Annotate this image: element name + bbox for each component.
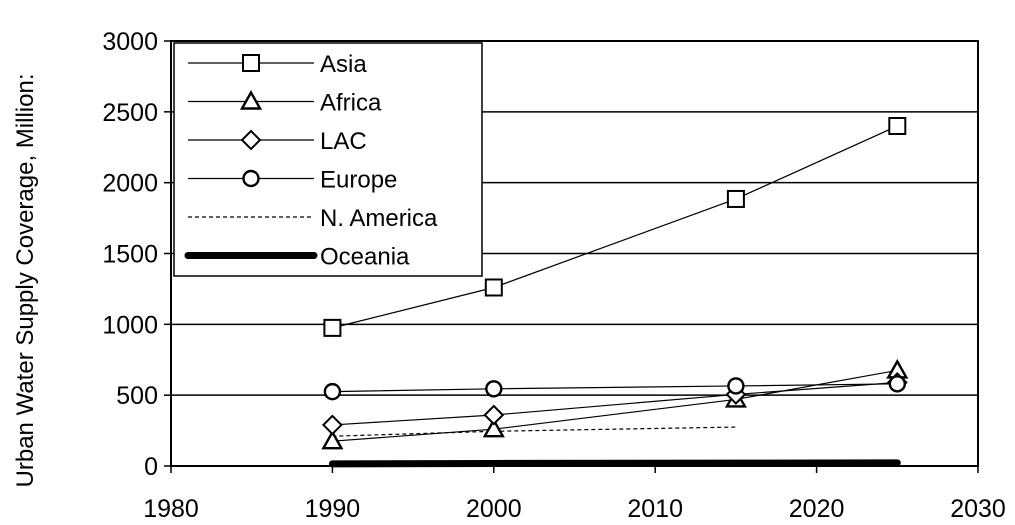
data-point-europe [485,380,503,398]
y-tick-label: 2000 [102,170,158,198]
series-layer [321,117,909,468]
series-lac [321,372,908,436]
legend-item-europe: Europe [188,167,397,194]
data-point-africa [321,429,344,450]
legend-label: Europe [320,167,397,194]
x-tick-label: 2020 [789,495,845,523]
y-tick-label: 1500 [102,241,158,269]
y-tick-label: 2500 [102,99,158,127]
legend-item-n-america: N. America [188,205,438,232]
data-point-europe [888,375,906,393]
data-point-lac [483,404,505,426]
legend-marker-asia [242,54,260,72]
x-tick-label: 1980 [143,495,199,523]
y-tick-label: 1000 [102,311,158,339]
y-tick-labels: 0 500 1000 1500 2000 2500 3000 [102,28,158,481]
legend-label: Africa [320,90,382,117]
legend-marker-europe [242,169,260,188]
legend-label: Oceania [320,244,410,271]
legend-item-oceania: Oceania [184,244,410,271]
legend-item-africa: Africa [188,90,382,117]
x-tick-label: 2030 [950,495,1006,523]
series-oceania [328,459,901,468]
data-point-lac [321,414,343,436]
y-tick-label: 500 [116,382,158,410]
legend-item-asia: Asia [188,51,367,78]
legend-box [173,42,483,277]
series-asia [323,117,907,337]
legend-item-lac: LAC [188,128,367,155]
legend-marker-africa [239,90,263,110]
data-point-asia [726,189,745,208]
series-europe [323,375,906,401]
legend-label: LAC [320,128,367,155]
x-tick-labels: 1980 1990 2000 2010 2020 2030 [143,495,1006,523]
data-point-asia [484,278,503,297]
series-line-oceania [328,459,901,468]
x-tick-label: 2010 [627,495,683,523]
data-point-africa [482,417,505,438]
legend-label: N. America [320,205,438,232]
series-line-asia [332,125,898,329]
data-point-europe [727,377,745,395]
y-axis-title: Urban Water Supply Coverage, Million: [12,74,39,488]
x-tick-label: 1990 [305,495,361,523]
y-tick-label: 0 [144,453,158,481]
data-point-europe [323,382,342,401]
axis-ticks [164,40,979,473]
y-tick-label: 3000 [102,28,158,56]
legend-marker-lac [240,129,262,151]
data-point-asia [888,117,907,135]
legend-label: Asia [320,51,367,78]
data-point-asia [323,318,342,337]
series-line-europe [332,383,898,393]
series-line-lac [332,381,898,426]
x-tick-label: 2000 [466,495,522,523]
series-n-america [332,426,736,437]
series-line-africa [332,369,898,442]
legend: Asia Africa LAC Europe N. America Oceania [173,42,483,277]
series-line-n-america [332,426,736,437]
